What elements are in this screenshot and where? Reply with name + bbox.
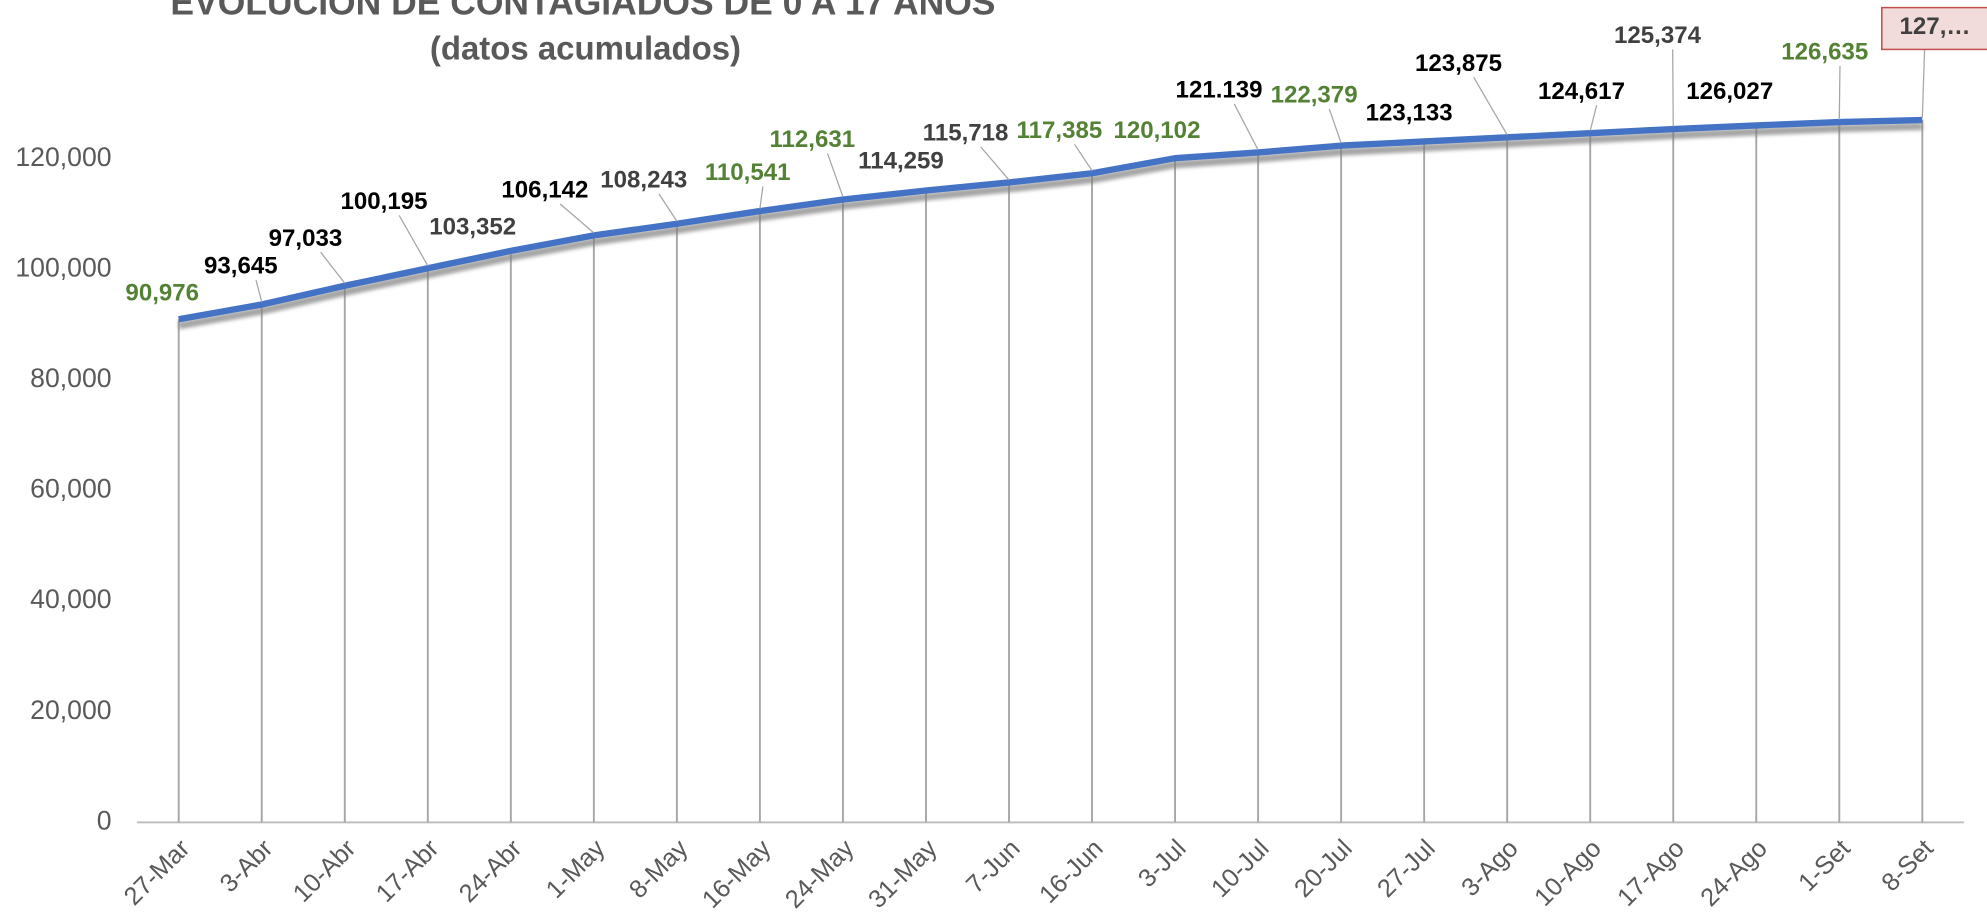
data-label: 126,027 bbox=[1686, 78, 1773, 105]
y-tick-label: 0 bbox=[97, 805, 112, 835]
x-tick-label: 17-Abr bbox=[371, 834, 445, 908]
leader-line bbox=[320, 251, 346, 284]
data-label: 106,142 bbox=[501, 177, 588, 204]
x-tick-label: 8-May bbox=[624, 834, 694, 904]
x-tick-label: 1-Set bbox=[1793, 834, 1856, 897]
leader-line bbox=[255, 279, 263, 303]
x-tick-label: 8-Set bbox=[1876, 834, 1939, 897]
leader-line bbox=[1672, 49, 1674, 127]
y-tick-label: 40,000 bbox=[30, 584, 111, 614]
x-tick-label: 10-Ago bbox=[1529, 834, 1607, 912]
data-label: 117,385 bbox=[1017, 117, 1103, 144]
y-tick-label: 100,000 bbox=[15, 252, 111, 282]
leader-line bbox=[1838, 65, 1841, 120]
data-label: 121.139 bbox=[1176, 77, 1263, 104]
x-tick-label: 24-Abr bbox=[454, 834, 528, 908]
x-tick-label: 7-Jun bbox=[961, 834, 1026, 899]
data-label: 114,259 bbox=[858, 148, 944, 175]
data-label: 112,631 bbox=[769, 126, 855, 153]
data-label: 100,195 bbox=[341, 188, 428, 215]
label-box bbox=[1881, 6, 1987, 51]
y-tick-label: 60,000 bbox=[30, 474, 111, 504]
x-tick-label: 3-Jul bbox=[1133, 834, 1192, 893]
leader-line bbox=[1589, 105, 1598, 131]
x-tick-label: 31-May bbox=[863, 834, 943, 914]
data-label: 115,718 bbox=[923, 120, 1009, 147]
chart-title: EVOLUCIÓN DE CONTAGIADOS DE 0 A 17 AÑOS bbox=[170, 0, 995, 22]
series-line bbox=[178, 116, 1923, 323]
x-tick-label: 3-Abr bbox=[215, 834, 279, 898]
x-tick-label: 10-Jul bbox=[1206, 834, 1275, 903]
leader-line bbox=[1921, 40, 1926, 118]
data-label: 110,541 bbox=[705, 159, 791, 186]
data-label: 93,645 bbox=[204, 253, 278, 280]
data-label: 90,976 bbox=[125, 279, 199, 306]
leader-line bbox=[1074, 144, 1093, 172]
x-tick-label: 20-Jul bbox=[1289, 834, 1358, 903]
leader-line bbox=[1233, 103, 1259, 151]
y-tick-label: 120,000 bbox=[15, 142, 111, 172]
leader-line bbox=[658, 193, 678, 222]
data-label: 108,243 bbox=[600, 167, 687, 194]
leader-line bbox=[826, 153, 844, 198]
leader-line bbox=[559, 203, 595, 234]
x-tick-label: 17-Ago bbox=[1612, 834, 1690, 912]
x-tick-label: 16-May bbox=[697, 834, 777, 914]
leader-line bbox=[398, 215, 429, 267]
x-tick-label: 27-Mar bbox=[119, 834, 196, 911]
data-label: 122,379 bbox=[1271, 82, 1358, 109]
data-label: 120,102 bbox=[1113, 117, 1200, 144]
leader-line bbox=[1473, 76, 1508, 136]
leader-line bbox=[980, 146, 1010, 181]
x-tick-label: 10-Abr bbox=[288, 834, 362, 908]
x-tick-label: 3-Ago bbox=[1456, 834, 1524, 902]
x-tick-label: 24-Ago bbox=[1695, 834, 1773, 912]
y-tick-label: 20,000 bbox=[30, 695, 111, 725]
x-tick-label: 16-Jun bbox=[1034, 834, 1109, 909]
leader-line bbox=[1328, 108, 1342, 144]
data-label: 97,033 bbox=[269, 225, 343, 252]
leader-line bbox=[759, 186, 764, 209]
data-label: 125,374 bbox=[1614, 22, 1702, 49]
data-label: 127,… bbox=[1900, 13, 1971, 40]
x-tick-label: 1-May bbox=[541, 834, 611, 904]
line-shadow bbox=[178, 122, 1923, 330]
x-tick-label: 24-May bbox=[780, 834, 860, 914]
data-label: 123,133 bbox=[1366, 99, 1453, 126]
data-label: 123,875 bbox=[1415, 50, 1502, 77]
data-label: 124,617 bbox=[1538, 78, 1625, 105]
y-tick-label: 80,000 bbox=[30, 363, 111, 393]
data-label: 103,352 bbox=[429, 213, 516, 240]
chart-subtitle: (datos acumulados) bbox=[430, 29, 741, 66]
data-label: 126,635 bbox=[1781, 39, 1868, 66]
x-tick-label: 27-Jul bbox=[1372, 834, 1441, 903]
